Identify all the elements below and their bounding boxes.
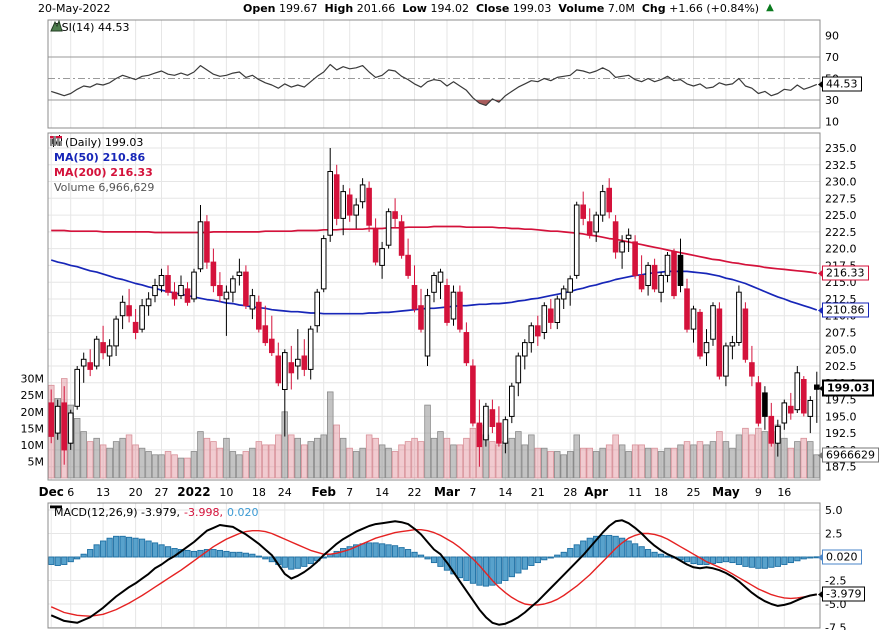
close-field: Close 199.03 (475, 2, 552, 15)
change-field: Chg +1.66 (+0.84%) (641, 2, 760, 15)
svg-text:7: 7 (346, 486, 353, 499)
ma200-legend-label: MA(200) 216.33 (54, 166, 153, 179)
svg-text:2.5: 2.5 (825, 528, 843, 541)
svg-text:192.5: 192.5 (825, 427, 857, 440)
svg-text:25: 25 (686, 486, 700, 499)
svg-text:24: 24 (278, 486, 292, 499)
svg-text:20: 20 (129, 486, 143, 499)
svg-text:27: 27 (155, 486, 169, 499)
svg-text:220.0: 220.0 (825, 243, 857, 256)
svg-text:10: 10 (219, 486, 233, 499)
main-legend: V (Daily) 199.03 MA(50) 210.86 MA(200) 2… (50, 135, 154, 195)
svg-text:Apr: Apr (584, 485, 608, 499)
svg-text:30M: 30M (21, 373, 45, 386)
svg-text:70: 70 (825, 51, 839, 64)
rsi-value-box: 44.53 (822, 76, 862, 92)
svg-text:25M: 25M (21, 389, 45, 402)
svg-text:90: 90 (825, 30, 839, 43)
svg-text:May: May (712, 485, 740, 499)
svg-text:10: 10 (825, 116, 839, 129)
svg-text:13: 13 (96, 486, 110, 499)
svg-text:16: 16 (777, 486, 791, 499)
last-price-box: 199.03 (822, 379, 875, 397)
svg-text:2022: 2022 (177, 485, 210, 499)
chart-date: 20-May-2022 (38, 2, 111, 15)
svg-text:187.5: 187.5 (825, 461, 857, 474)
svg-text:18: 18 (654, 486, 668, 499)
svg-text:9: 9 (755, 486, 762, 499)
svg-text:202.5: 202.5 (825, 360, 857, 373)
svg-text:Feb: Feb (311, 485, 336, 499)
svg-text:18: 18 (252, 486, 266, 499)
macd-legend: MACD(12,26,9) -3.979, -3.998, 0.020 (50, 505, 258, 520)
macd-value-box: -3.979 (822, 586, 866, 602)
low-field: Low 194.02 (402, 2, 469, 15)
rsi-legend: RSI(14) 44.53 (50, 20, 129, 35)
svg-text:-2.5: -2.5 (825, 575, 846, 588)
svg-text:232.5: 232.5 (825, 159, 857, 172)
ohlc-header: Open 199.67 High 201.66 Low 194.02 Close… (243, 2, 774, 15)
svg-text:222.5: 222.5 (825, 226, 857, 239)
signal-value-label: -3.998, (184, 506, 223, 519)
svg-text:207.5: 207.5 (825, 326, 857, 339)
svg-text:195.0: 195.0 (825, 410, 857, 423)
ma50-value-box: 210.86 (822, 302, 869, 318)
histogram-value-label: 0.020 (226, 506, 259, 519)
up-arrow-icon: ▲ (766, 2, 774, 13)
svg-text:11: 11 (628, 486, 642, 499)
svg-text:235.0: 235.0 (825, 142, 857, 155)
svg-text:Mar: Mar (434, 485, 460, 499)
svg-text:Dec: Dec (39, 485, 64, 499)
svg-text:5.0: 5.0 (825, 504, 843, 517)
svg-text:6: 6 (67, 486, 74, 499)
ma50-legend-label: MA(50) 210.86 (54, 151, 146, 164)
svg-text:205.0: 205.0 (825, 343, 857, 356)
svg-text:20M: 20M (21, 406, 45, 419)
volume-field: Volume 7.0M (558, 2, 635, 15)
svg-text:21: 21 (531, 486, 545, 499)
open-field: Open 199.67 (243, 2, 318, 15)
svg-text:5M: 5M (28, 455, 45, 468)
svg-text:-7.5: -7.5 (825, 622, 846, 630)
svg-text:227.5: 227.5 (825, 192, 857, 205)
rsi-legend-label: RSI(14) 44.53 (54, 21, 130, 34)
svg-text:10M: 10M (21, 439, 45, 452)
svg-text:14: 14 (375, 486, 389, 499)
macd-value-label: MACD(12,26,9) -3.979, (54, 506, 180, 519)
symbol-legend-label: V (Daily) 199.03 (54, 136, 144, 149)
svg-text:197.5: 197.5 (825, 394, 857, 407)
svg-text:22: 22 (408, 486, 422, 499)
svg-text:30: 30 (825, 94, 839, 107)
high-field: High 201.66 (324, 2, 396, 15)
svg-text:15M: 15M (21, 422, 45, 435)
svg-text:230.0: 230.0 (825, 176, 857, 189)
svg-text:225.0: 225.0 (825, 209, 857, 222)
svg-text:7: 7 (469, 486, 476, 499)
svg-text:28: 28 (563, 486, 577, 499)
ma200-value-box: 216.33 (822, 265, 869, 281)
svg-text:14: 14 (498, 486, 512, 499)
histogram-value-box: 0.020 (822, 549, 862, 565)
volume-value-box: 6966629 (822, 447, 879, 463)
volume-legend-label: Volume 6,966,629 (54, 181, 155, 194)
